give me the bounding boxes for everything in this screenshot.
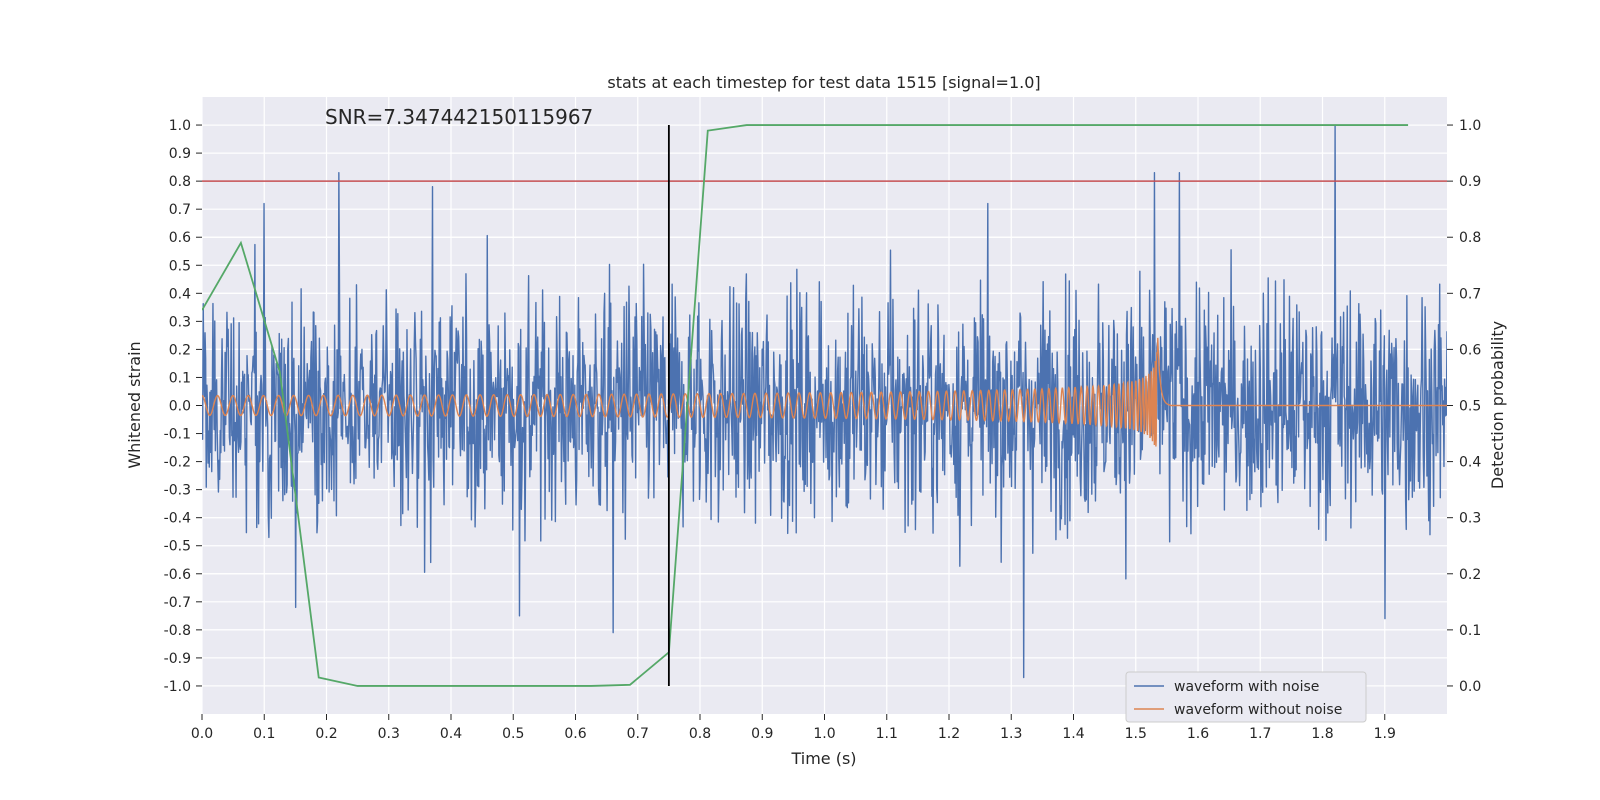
y-tick-label: 0.8 (169, 174, 191, 190)
x-tick-label: 1.8 (1311, 726, 1333, 742)
y-tick-labels: 1.0 0.9 0.8 0.7 0.6 0.5 0.4 0.3 0.2 0.1 0.0 -0.1 -0.… (164, 118, 202, 695)
y-tick-label: -0.4 (164, 511, 191, 527)
x-tick-label: 0.7 (627, 726, 649, 742)
x-tick-label: 0.8 (689, 726, 711, 742)
y-tick-label-right: 0.5 (1459, 399, 1481, 415)
x-tick-label: 1.7 (1249, 726, 1271, 742)
x-tick-label: 1.2 (938, 726, 960, 742)
x-tick-label: 1.4 (1062, 726, 1084, 742)
y-tick-label: 0.7 (169, 202, 191, 218)
y-tick-label-right: 0.0 (1459, 679, 1481, 695)
y-tick-label: 0.2 (169, 342, 191, 358)
x-tick-label: 0.6 (564, 726, 586, 742)
x-tick-label: 1.0 (813, 726, 835, 742)
y-tick-label-right: 0.9 (1459, 174, 1481, 190)
x-tick-label: 0.5 (502, 726, 524, 742)
y-tick-label: -0.5 (164, 539, 191, 555)
x-tick-label: 0.9 (751, 726, 773, 742)
y-tick-label: -0.8 (164, 623, 191, 639)
y-tick-label: -0.6 (164, 567, 191, 583)
x-tick-label: 0.0 (191, 726, 213, 742)
y-tick-label-right: 1.0 (1459, 118, 1481, 134)
y-tick-label: -0.2 (164, 455, 191, 471)
y-tick-label: 0.9 (169, 146, 191, 162)
x-tick-labels: 0.0 0.1 0.2 0.3 0.4 0.5 0.6 0.7 0.8 0.9 1.0 1.1 1.2 1… (191, 714, 1396, 742)
y-tick-label: 0.4 (169, 286, 191, 302)
y-tick-label-right: 0.2 (1459, 567, 1481, 583)
y-tick-label-right: 0.8 (1459, 230, 1481, 246)
y-tick-label: 1.0 (169, 118, 191, 134)
y-tick-label-right: 0.7 (1459, 286, 1481, 302)
y-tick-label: -0.9 (164, 651, 191, 667)
x-tick-label: 1.9 (1374, 726, 1396, 742)
y-tick-label-right: 0.1 (1459, 623, 1481, 639)
y-tick-label: -0.1 (164, 427, 191, 443)
y-tick-label: -0.7 (164, 595, 191, 611)
x-tick-label: 0.2 (315, 726, 337, 742)
x-tick-label: 1.1 (876, 726, 898, 742)
x-tick-label: 1.5 (1125, 726, 1147, 742)
y-tick-label: -1.0 (164, 679, 191, 695)
plot-area (202, 124, 1447, 687)
legend-box (1125, 671, 1367, 723)
legend: waveform with noise waveform without noi… (1125, 671, 1367, 723)
series-waveform-without-noise (202, 337, 1447, 447)
snr-annotation: SNR=7.347442150115967 (325, 105, 593, 129)
x-axis-label: Time (s) (790, 749, 856, 768)
x-tick-label: 1.3 (1000, 726, 1022, 742)
y-tick-label: 0.3 (169, 314, 191, 330)
y-tick-label: 0.0 (169, 399, 191, 415)
y-axis-label: Whitened strain (125, 341, 144, 468)
y-axis-label-right: Detection probability (1488, 321, 1507, 489)
x-tick-label: 0.1 (253, 726, 275, 742)
y-tick-label: 0.5 (169, 258, 191, 274)
x-tick-label: 1.6 (1187, 726, 1209, 742)
y-tick-label-right: 0.6 (1459, 342, 1481, 358)
y-tick-labels-right: 1.0 0.9 0.8 0.7 0.6 0.5 0.4 0.3 0.2 0.1 0.0 (1447, 118, 1481, 695)
y-tick-label-right: 0.4 (1459, 455, 1481, 471)
series-detection-probability (202, 124, 1409, 687)
legend-label-noise: waveform with noise (1174, 679, 1319, 695)
chart-title: stats at each timestep for test data 151… (607, 73, 1040, 92)
x-tick-label: 0.4 (440, 726, 462, 742)
y-tick-label: 0.1 (169, 370, 191, 386)
legend-label-clean: waveform without noise (1174, 702, 1342, 718)
y-tick-label: -0.3 (164, 483, 191, 499)
y-tick-label-right: 0.3 (1459, 511, 1481, 527)
y-tick-label: 0.6 (169, 230, 191, 246)
x-tick-label: 0.3 (378, 726, 400, 742)
